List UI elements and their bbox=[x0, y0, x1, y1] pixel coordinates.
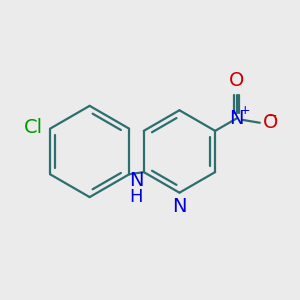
Text: N: N bbox=[129, 171, 144, 190]
Text: H: H bbox=[130, 188, 143, 206]
Text: N: N bbox=[230, 109, 244, 128]
Text: N: N bbox=[172, 197, 187, 216]
Text: O: O bbox=[229, 71, 244, 90]
Text: Cl: Cl bbox=[24, 118, 43, 137]
Text: O: O bbox=[263, 113, 279, 132]
Text: +: + bbox=[240, 104, 250, 118]
Text: −: − bbox=[267, 110, 278, 123]
